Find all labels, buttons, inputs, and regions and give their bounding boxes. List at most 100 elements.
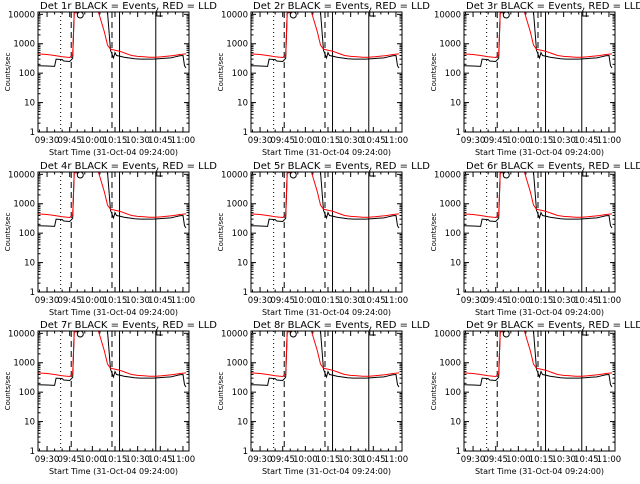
x-tick-label: 11:00: [384, 455, 409, 465]
y-tick-label: 100: [445, 229, 461, 239]
y-tick-label: 10000: [434, 10, 461, 20]
x-tick-label: 11:00: [384, 296, 409, 306]
x-tick-label: 09:45: [270, 136, 295, 146]
x-tick-label: 10:45: [574, 455, 599, 465]
y-tick-label: 10000: [434, 329, 461, 339]
x-tick-label: 11:00: [597, 296, 622, 306]
y-tick-label: 1: [30, 128, 35, 138]
y-tick-label: 1000: [226, 40, 248, 50]
panel-title: Det 3r BLACK = Events, RED = LLD: [466, 1, 640, 12]
y-tick-label: 100: [232, 229, 248, 239]
panel-title: Det 5r BLACK = Events, RED = LLD: [253, 161, 430, 172]
series-lld-line: [251, 12, 400, 59]
x-axis-label: Start Time (31-Oct-04 09:24:00): [262, 148, 391, 157]
y-tick-label: 10: [237, 418, 248, 428]
x-tick-label: 10:00: [506, 296, 531, 306]
series-lld-line: [38, 172, 187, 219]
series-events-line: [38, 331, 187, 388]
marker-circle: [289, 330, 297, 338]
plot-frame: [250, 11, 403, 133]
x-tick-label: 09:30: [35, 136, 60, 146]
y-tick-label: 10: [237, 99, 248, 109]
series-events-line: [38, 12, 187, 69]
y-tick-label: 10: [24, 259, 35, 269]
marker-circle: [76, 11, 84, 19]
y-tick-label: 1: [30, 447, 35, 457]
panel-title: Det 8r BLACK = Events, RED = LLD: [253, 320, 430, 331]
plot-frame: [463, 171, 616, 293]
x-tick-label: 10:15: [529, 136, 554, 146]
y-axis-label: Counts/sec: [430, 53, 438, 92]
y-tick-label: 100: [445, 388, 461, 398]
x-tick-label: 10:30: [338, 296, 363, 306]
x-tick-label: 10:15: [316, 136, 341, 146]
x-tick-label: 10:30: [551, 455, 576, 465]
x-tick-label: 09:45: [57, 136, 82, 146]
x-axis-label: Start Time (31-Oct-04 09:24:00): [262, 308, 391, 317]
y-tick-label: 1000: [439, 40, 461, 50]
y-tick-label: 1000: [226, 200, 248, 210]
plot-frame: [463, 330, 616, 452]
y-tick-label: 1: [456, 447, 461, 457]
y-tick-label: 1: [456, 128, 461, 138]
y-tick-label: 100: [232, 69, 248, 79]
marker-circle: [502, 330, 510, 338]
y-tick-label: 100: [232, 388, 248, 398]
x-tick-label: 09:45: [270, 455, 295, 465]
y-tick-label: 10000: [434, 170, 461, 180]
marker-circle: [289, 171, 297, 179]
y-tick-label: 10: [450, 99, 461, 109]
series-lld-line: [464, 12, 613, 59]
x-tick-label: 10:15: [316, 455, 341, 465]
x-tick-label: 10:45: [361, 296, 386, 306]
series-lld-line: [38, 331, 187, 378]
x-tick-label: 10:15: [103, 455, 128, 465]
x-tick-label: 10:00: [506, 136, 531, 146]
y-axis-label: Counts/sec: [4, 372, 12, 411]
y-axis-label: Counts/sec: [217, 213, 225, 252]
series-lld-line: [251, 331, 400, 378]
x-tick-label: 10:45: [148, 136, 173, 146]
series-events-line: [251, 172, 400, 229]
plot-frame: [37, 11, 190, 133]
x-tick-label: 09:30: [35, 296, 60, 306]
series-lld-line: [464, 172, 613, 219]
y-tick-label: 1: [243, 128, 248, 138]
x-tick-label: 10:15: [529, 296, 554, 306]
x-tick-label: 09:45: [483, 136, 508, 146]
y-tick-label: 1000: [439, 200, 461, 210]
y-tick-label: 100: [19, 69, 35, 79]
y-tick-label: 10000: [221, 10, 248, 20]
x-tick-label: 10:00: [80, 296, 105, 306]
series-lld-line: [251, 172, 400, 219]
x-axis-label: Start Time (31-Oct-04 09:24:00): [49, 308, 178, 317]
x-axis-label: Start Time (31-Oct-04 09:24:00): [49, 467, 178, 476]
y-tick-label: 10000: [221, 329, 248, 339]
y-tick-label: 1000: [13, 40, 35, 50]
x-tick-label: 09:45: [483, 296, 508, 306]
y-axis-label: Counts/sec: [217, 53, 225, 92]
series-events-line: [251, 12, 400, 69]
panel-title: Det 6r BLACK = Events, RED = LLD: [466, 161, 640, 172]
x-tick-label: 09:30: [461, 136, 486, 146]
series-events-line: [464, 12, 613, 69]
marker-circle: [289, 11, 297, 19]
y-axis-label: Counts/sec: [430, 213, 438, 252]
series-events-line: [251, 331, 400, 388]
y-tick-label: 1: [30, 288, 35, 298]
x-tick-label: 09:30: [35, 455, 60, 465]
plot-frame: [37, 330, 190, 452]
y-tick-label: 1000: [13, 200, 35, 210]
y-axis-label: Counts/sec: [430, 372, 438, 411]
x-tick-label: 09:30: [461, 455, 486, 465]
x-tick-label: 10:00: [80, 455, 105, 465]
x-tick-label: 10:30: [125, 136, 150, 146]
x-tick-label: 10:45: [361, 455, 386, 465]
panel-3: Det 3r BLACK = Events, RED = LLD Counts/s…: [430, 1, 640, 157]
y-tick-label: 10: [24, 99, 35, 109]
x-tick-label: 10:00: [506, 455, 531, 465]
panel-9: Det 9r BLACK = Events, RED = LLD Counts/s…: [430, 320, 640, 476]
x-axis-label: Start Time (31-Oct-04 09:24:00): [475, 308, 604, 317]
x-tick-label: 10:45: [148, 455, 173, 465]
